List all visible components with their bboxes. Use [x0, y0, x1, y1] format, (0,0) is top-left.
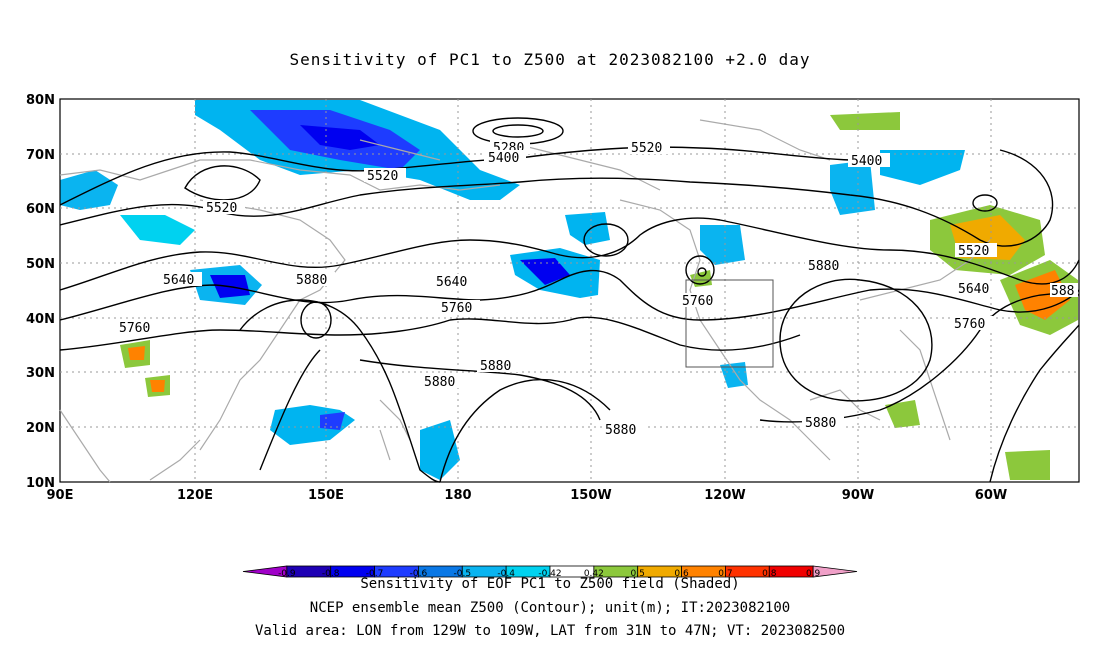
contour-label: 5880 — [424, 375, 455, 390]
lat-label: 50N — [26, 257, 55, 272]
contour-label: 5520 — [206, 201, 237, 216]
contour-label: 5760 — [682, 294, 713, 309]
colorbar-label: -0.5 — [454, 569, 472, 579]
contour-label: 5400 — [488, 151, 519, 166]
lon-label: 180 — [444, 488, 471, 503]
contour-label: 5400 — [851, 154, 882, 169]
valid-area-box — [685, 279, 774, 368]
lat-labels: 80N 70N 60N 50N 40N 30N 20N 10N — [26, 93, 55, 491]
lon-label: 150W — [570, 488, 611, 503]
colorbar-label: 0.7 — [718, 569, 732, 579]
shaded-sensitivity — [60, 100, 1078, 480]
lon-label: 120W — [704, 488, 745, 503]
colorbar-swatch — [812, 565, 858, 578]
lon-labels: 90E 120E 150E 180 150W 120W 90W 60W — [47, 488, 1008, 503]
z500-contours — [59, 117, 1080, 483]
colorbar-label: -0.8 — [322, 569, 340, 579]
lon-label: 120E — [177, 488, 213, 503]
contour-label: 5640 — [163, 273, 194, 288]
colorbar-label: -0.7 — [366, 569, 384, 579]
chart-title: Sensitivity of PC1 to Z500 at 2023082100… — [289, 50, 811, 69]
contour-label: 5760 — [954, 317, 985, 332]
contour-label: 5640 — [436, 275, 467, 290]
colorbar-label: 0.5 — [631, 569, 645, 579]
lon-label: 150E — [308, 488, 344, 503]
contour-label: 5760 — [441, 301, 472, 316]
lon-label: 90E — [47, 488, 74, 503]
contour-label: 5760 — [119, 321, 150, 336]
lat-label: 80N — [26, 93, 55, 108]
footer-line-contour: NCEP ensemble mean Z500 (Contour); unit(… — [309, 600, 791, 616]
colorbar-label: 0.8 — [762, 569, 777, 579]
colorbar-label: -0.9 — [278, 569, 296, 579]
contour-label: 5640 — [958, 282, 989, 297]
lat-label: 60N — [26, 202, 55, 217]
colorbar-label: 0.42 — [584, 569, 604, 579]
lon-label: 90W — [842, 488, 874, 503]
colorbar-label: -0.6 — [410, 569, 428, 579]
contour-label: 5880 — [805, 416, 836, 431]
contour-label: 5520 — [367, 169, 398, 184]
lat-label: 10N — [26, 476, 55, 491]
colorbar-label: -0.42 — [538, 569, 561, 579]
contour-label: 5880 — [480, 359, 511, 374]
contour-label: 5520 — [631, 141, 662, 156]
contour-label: 5520 — [958, 244, 989, 259]
lat-label: 30N — [26, 366, 55, 381]
colorbar: -0.9 -0.8 -0.7 -0.6 -0.5 -0.4 -0.42 0.42 0.5 0.6 0… — [242, 565, 858, 579]
lat-label: 70N — [26, 148, 55, 163]
contour-label: 5880 — [605, 423, 636, 438]
lon-label: 60W — [975, 488, 1007, 503]
contour-labels: 5280 5400 5520 5520 5520 5400 5520 5640 … — [116, 140, 1078, 438]
colorbar-label: 0.9 — [806, 569, 821, 579]
contour-label: 588 — [1051, 284, 1074, 299]
contour-label: 5880 — [808, 259, 839, 274]
contour-label: 5880 — [296, 273, 327, 288]
footer-line-shaded: Sensitivity of EOF PC1 to Z500 field (Sh… — [360, 576, 740, 592]
colorbar-label: 0.6 — [674, 569, 689, 579]
footer-line-valid-area: Valid area: LON from 129W to 109W, LAT f… — [254, 623, 845, 639]
lat-label: 40N — [26, 312, 55, 327]
colorbar-label: -0.4 — [497, 569, 515, 579]
lat-label: 20N — [26, 421, 55, 436]
